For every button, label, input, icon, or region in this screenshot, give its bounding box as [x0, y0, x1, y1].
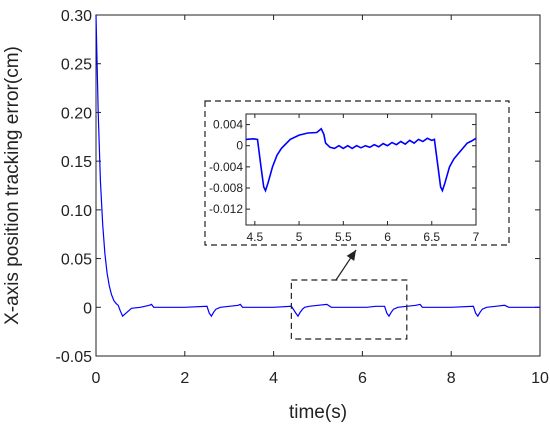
zoom-arrowhead	[346, 250, 356, 261]
inset-y-tick-label: -0.004	[209, 160, 243, 174]
main-y-tick-label: 0.10	[61, 203, 92, 220]
x-axis-label: time(s)	[289, 402, 347, 423]
inset-plot-frame	[245, 113, 477, 226]
inset-error-line	[245, 127, 477, 193]
main-x-ticks: 0 2 4 6 8 10	[92, 15, 549, 387]
main-y-tick-label: 0.20	[61, 105, 92, 122]
inset-y-tick-label: -0.008	[209, 181, 243, 195]
zoom-region-box	[290, 279, 408, 340]
inset-y-ticks: 0.004 0 -0.004 -0.008 -0.012	[209, 118, 476, 216]
inset-x-ticks: 4.5 5 5.5 6 6.5 7	[247, 114, 480, 244]
main-y-tick-label: 0.05	[61, 252, 92, 269]
main-y-tick-label: -0.05	[56, 349, 93, 366]
inset-dashed-border	[204, 100, 510, 246]
main-x-tick-label: 6	[358, 370, 367, 387]
inset-x-tick-label: 6	[384, 230, 391, 244]
main-y-tick-label: 0.25	[61, 57, 92, 74]
inset-y-tick-label: 0.004	[213, 118, 243, 132]
inset-x-tick-label: 7	[473, 230, 480, 244]
main-y-tick-label: 0.30	[61, 8, 92, 25]
inset-x-tick-label: 6.5	[423, 230, 440, 244]
inset-x-tick-label: 4.5	[247, 230, 264, 244]
main-x-tick-label: 2	[180, 370, 189, 387]
main-x-tick-label: 0	[92, 370, 101, 387]
main-x-tick-label: 8	[447, 370, 456, 387]
y-axis-label: X-axis position tracking error(cm)	[2, 46, 23, 325]
inset-y-tick-label: 0	[236, 139, 243, 153]
main-y-ticks: -0.05 0 0.05 0.10 0.15 0.20 0.25 0.30	[56, 8, 540, 366]
main-x-tick-label: 4	[269, 370, 278, 387]
main-y-tick-label: 0	[83, 300, 92, 317]
main-error-line	[95, 14, 540, 318]
inset-x-tick-label: 5	[296, 230, 303, 244]
main-plot-frame	[95, 14, 541, 357]
main-y-tick-label: 0.15	[61, 154, 92, 171]
inset-y-tick-label: -0.012	[209, 202, 243, 216]
main-x-tick-label: 10	[531, 370, 549, 387]
inset-x-tick-label: 5.5	[335, 230, 352, 244]
